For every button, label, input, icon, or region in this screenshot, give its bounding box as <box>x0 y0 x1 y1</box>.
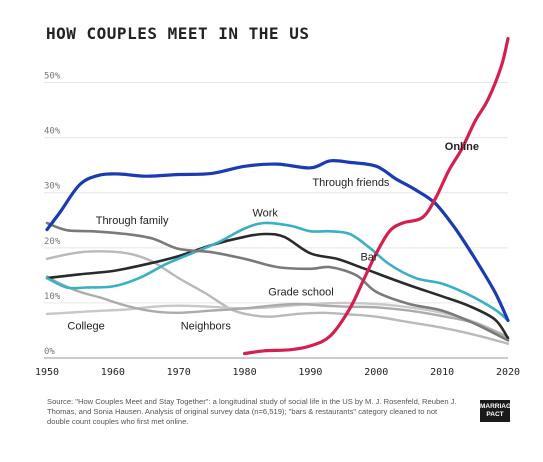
x-tick-label: 2000 <box>364 367 388 378</box>
logo-line-1: MARRIAGE <box>480 403 516 410</box>
y-tick-label: 50% <box>44 72 61 82</box>
logo-line-2: PACT <box>486 411 504 418</box>
series-line-neighbors <box>45 250 510 345</box>
marriage-pact-logo: MARRIAGE PACT <box>480 400 516 422</box>
series-labels: Online Through friends Through family Work B… <box>67 141 479 333</box>
series-line-through-family <box>45 221 510 342</box>
y-axis-ticks: 0% 10% 20% 30% 40% 50% <box>44 72 61 357</box>
y-tick-label: 0% <box>44 347 55 357</box>
series-line-grade-school <box>45 275 510 339</box>
y-tick-label: 30% <box>44 182 61 192</box>
grid-lines <box>44 82 508 359</box>
series-label-work: Work <box>252 207 278 219</box>
x-tick-label: 1970 <box>167 367 191 378</box>
series-line-college <box>45 301 510 339</box>
series-label-online: Online <box>445 141 479 153</box>
x-tick-label: 2020 <box>496 367 520 378</box>
y-tick-label: 40% <box>44 127 61 137</box>
x-tick-label: 1980 <box>233 367 257 378</box>
series-line-work <box>45 221 510 322</box>
y-tick-label: 10% <box>44 292 61 302</box>
series-label-through-friends: Through friends <box>312 177 390 189</box>
series-label-through-family: Through family <box>96 215 169 227</box>
series-line-online <box>243 36 510 356</box>
y-tick-label: 20% <box>44 237 61 247</box>
series-label-bar: Bar <box>360 251 377 263</box>
series-lines <box>45 36 510 356</box>
series-label-neighbors: Neighbors <box>181 320 232 332</box>
series-line-bar <box>45 232 510 340</box>
source-note: Source: "How Couples Meet and Stay Toget… <box>47 397 457 426</box>
x-tick-label: 2010 <box>430 367 454 378</box>
x-tick-label: 1950 <box>35 367 59 378</box>
chart-title: HOW COUPLES MEET IN THE US <box>46 24 310 43</box>
series-label-college: College <box>67 320 104 332</box>
x-axis-ticks: 1950 1960 1970 1980 1990 2000 2010 2020 <box>35 367 520 378</box>
x-tick-label: 1960 <box>101 367 125 378</box>
series-label-grade-school: Grade school <box>268 287 333 299</box>
series-line-through-friends <box>45 158 510 323</box>
x-tick-label: 1990 <box>298 367 322 378</box>
